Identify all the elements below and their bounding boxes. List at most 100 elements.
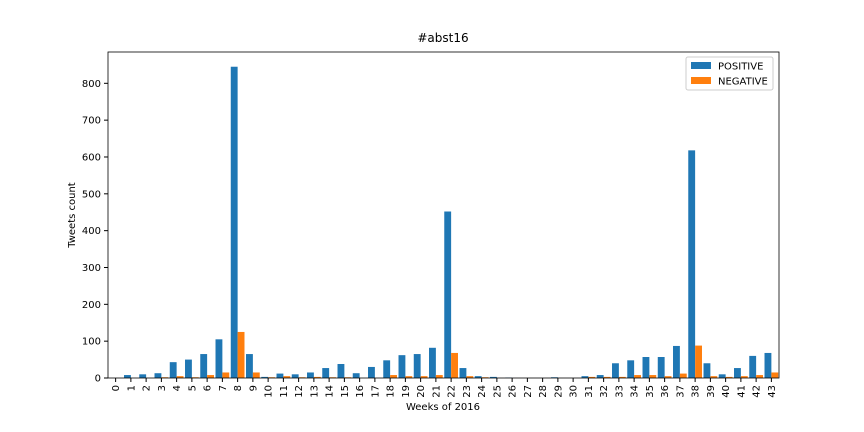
bar (435, 375, 443, 378)
x-tick-label: 23 (462, 385, 473, 398)
x-tick-label: 12 (294, 385, 305, 398)
x-tick-label: 1 (126, 385, 137, 391)
bar (169, 362, 177, 378)
bar (581, 376, 589, 378)
x-tick-label: 24 (477, 385, 488, 398)
x-tick-label: 5 (187, 385, 198, 391)
x-tick-label: 30 (569, 385, 580, 398)
bar (588, 376, 596, 378)
bar (413, 354, 421, 378)
x-tick-label: 27 (523, 385, 534, 398)
bar (215, 339, 223, 378)
bar (276, 373, 284, 378)
bar (383, 360, 391, 378)
x-tick-label: 18 (386, 385, 397, 398)
bar (261, 376, 269, 378)
bar (673, 345, 680, 378)
bar (230, 66, 238, 378)
bar (368, 366, 375, 378)
bar (734, 368, 741, 378)
x-tick-label: 0 (111, 385, 122, 391)
bar (740, 376, 748, 378)
bar (451, 352, 458, 378)
x-tick-label: 17 (370, 385, 381, 398)
bar (337, 364, 345, 378)
bar (756, 375, 763, 378)
bar (444, 211, 452, 378)
bar (649, 375, 657, 378)
bar (764, 352, 772, 378)
bar (313, 376, 321, 378)
x-tick-label: 43 (767, 385, 778, 398)
bar (252, 372, 260, 378)
bar (664, 376, 672, 378)
bar (124, 375, 131, 378)
x-tick-label: 15 (340, 385, 351, 398)
bar (627, 360, 635, 378)
y-tick-label: 200 (82, 300, 101, 311)
x-tick-label: 35 (645, 385, 656, 398)
y-axis-label: Tweets count (67, 182, 78, 249)
x-tick-label: 6 (203, 385, 214, 391)
x-tick-label: 21 (431, 385, 442, 398)
bar (634, 375, 641, 378)
bar (185, 359, 192, 378)
x-tick-label: 22 (447, 385, 458, 398)
x-tick-label: 16 (355, 385, 366, 398)
bar (429, 347, 436, 378)
x-tick-label: 2 (142, 385, 153, 391)
x-tick-label: 31 (584, 385, 595, 398)
x-tick-label: 33 (614, 385, 625, 398)
bar (596, 375, 604, 378)
x-tick-label: 40 (721, 385, 732, 398)
bar (420, 376, 428, 378)
legend-swatch (691, 77, 711, 84)
bar (154, 373, 162, 378)
x-tick-label: 20 (416, 385, 427, 398)
bar (291, 374, 299, 378)
y-tick-label: 100 (82, 337, 101, 348)
bar (490, 376, 497, 378)
x-tick-label: 37 (675, 385, 686, 398)
y-tick-label: 400 (82, 226, 101, 237)
bar (771, 372, 779, 378)
chart-title: #abst16 (417, 31, 468, 45)
plot-frame (107, 51, 780, 379)
legend-label: POSITIVE (718, 62, 763, 73)
bar (237, 331, 245, 378)
x-tick-label: 36 (660, 385, 671, 398)
bar (695, 345, 702, 378)
legend-label: NEGATIVE (718, 77, 768, 88)
x-tick-label: 9 (248, 385, 259, 391)
bar (207, 375, 214, 378)
bar (398, 355, 406, 378)
x-tick-label: 38 (691, 385, 702, 398)
x-tick-label: 8 (233, 385, 244, 391)
x-tick-label: 13 (309, 385, 320, 398)
bar (139, 374, 147, 378)
x-tick-label: 28 (538, 385, 549, 398)
bar (200, 354, 208, 378)
bar (679, 373, 687, 378)
y-tick-label: 0 (95, 374, 101, 385)
y-tick-label: 700 (82, 116, 101, 127)
x-axis-label: Weeks of 2016 (406, 402, 480, 413)
x-tick-label: 26 (508, 385, 519, 398)
bar (322, 368, 330, 378)
x-tick-label: 32 (599, 385, 610, 398)
x-tick-label: 11 (279, 385, 290, 398)
y-tick-label: 800 (82, 79, 101, 90)
bar (603, 376, 611, 378)
x-tick-label: 25 (492, 385, 503, 398)
bar (642, 357, 650, 378)
bar (405, 376, 413, 378)
y-tick-label: 600 (82, 152, 101, 163)
bar (749, 355, 757, 378)
x-tick-label: 14 (325, 385, 336, 398)
bar (474, 376, 482, 378)
bar (176, 376, 184, 378)
bar (688, 150, 696, 378)
x-tick-label: 10 (264, 385, 275, 398)
bar (618, 376, 626, 378)
